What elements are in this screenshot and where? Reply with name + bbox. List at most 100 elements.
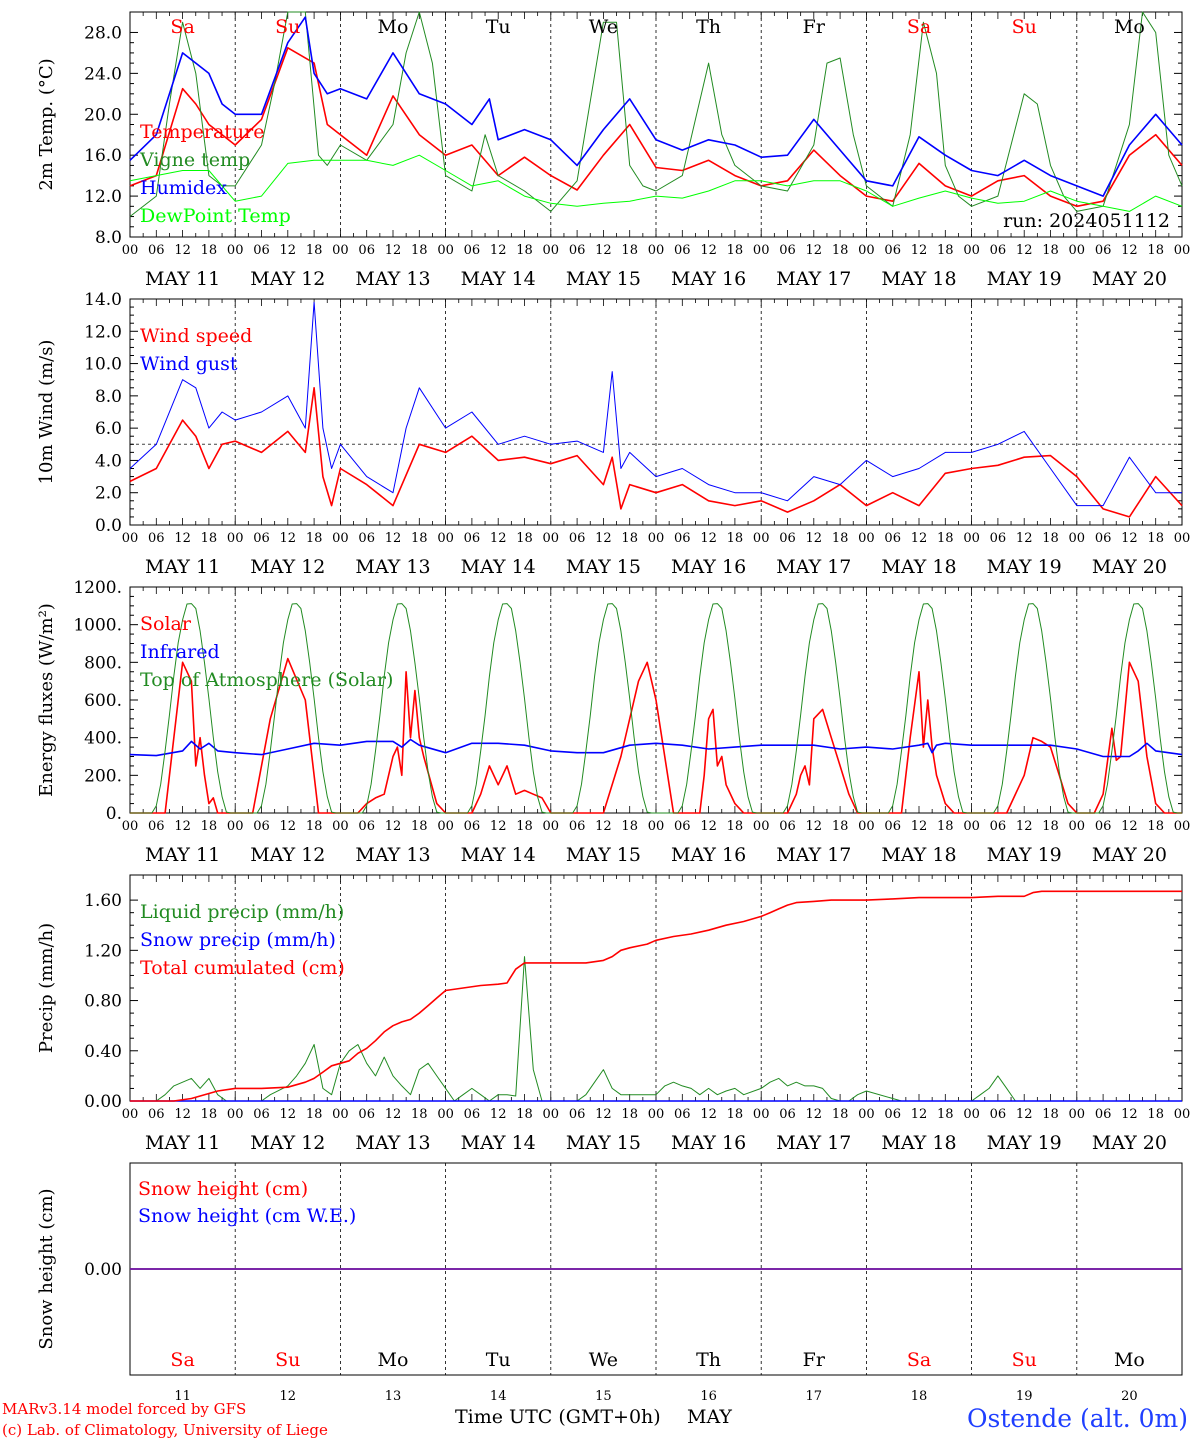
x-hour-label: 18 (621, 531, 638, 546)
y-tick-label: 200. (84, 766, 122, 786)
x-hour-label: 00 (122, 531, 139, 546)
x-hour-label: 18 (727, 243, 744, 258)
x-hour-label: 12 (595, 243, 612, 258)
x-hour-label: 00 (227, 531, 244, 546)
lab-credit: (c) Lab. of Climatology, University of L… (2, 1421, 328, 1439)
legend-entry: Snow height (cm) (138, 1178, 308, 1200)
y-tick-label: 1000. (73, 616, 122, 636)
x-hour-label: 06 (253, 243, 270, 258)
x-hour-label: 00 (227, 243, 244, 258)
x-hour-label: 06 (569, 531, 586, 546)
x-date-label: MAY 20 (1092, 1132, 1167, 1154)
x-hour-label: 18 (1042, 819, 1059, 834)
x-hour-label: 00 (648, 531, 665, 546)
x-hour-label: 12 (385, 1107, 402, 1122)
y-tick-label: 0. (106, 804, 122, 824)
x-hour-label: 12 (490, 819, 507, 834)
series-line-top-of-atmosphere-solar- (130, 603, 1182, 814)
day-number-label: 13 (385, 1389, 402, 1404)
x-hour-label: 00 (858, 819, 875, 834)
y-axis-label: Precip (mm/h) (36, 923, 57, 1053)
y-tick-label: 12.0 (84, 187, 122, 207)
x-date-label: MAY 13 (355, 268, 430, 290)
y-tick-label: 6.0 (95, 419, 122, 439)
station-name: Ostende (alt. 0m) (967, 1404, 1188, 1433)
x-date-label: MAY 16 (671, 556, 746, 578)
weekday-label: Mo (1114, 16, 1145, 38)
x-hour-label: 06 (148, 243, 165, 258)
x-hour-label: 06 (358, 531, 375, 546)
x-date-label: MAY 16 (671, 1132, 746, 1154)
x-hour-label: 06 (569, 243, 586, 258)
weekday-label: Fr (803, 1349, 826, 1371)
weekday-label: Th (696, 1349, 721, 1371)
x-hour-label: 00 (122, 819, 139, 834)
day-number-label: 17 (806, 1389, 823, 1404)
x-hour-label: 12 (1121, 531, 1138, 546)
x-hour-label: 00 (858, 243, 875, 258)
x-hour-label: 06 (884, 531, 901, 546)
x-hour-label: 06 (1095, 243, 1112, 258)
x-hour-label: 06 (464, 243, 481, 258)
x-hour-label: 12 (1121, 819, 1138, 834)
x-hour-label: 00 (648, 819, 665, 834)
x-date-label: MAY 18 (881, 1132, 956, 1154)
x-hour-label: 00 (753, 1107, 770, 1122)
x-hour-label: 06 (358, 819, 375, 834)
x-hour-label: 12 (700, 243, 717, 258)
x-hour-label: 12 (385, 819, 402, 834)
weekday-label: Tu (486, 1349, 511, 1371)
y-axis-label: 10m Wind (m/s) (36, 340, 57, 485)
x-hour-label: 00 (1069, 819, 1086, 834)
x-hour-label: 12 (700, 1107, 717, 1122)
x-hour-label: 00 (1174, 243, 1191, 258)
x-hour-label: 12 (911, 531, 928, 546)
day-number-label: 19 (1016, 1389, 1033, 1404)
y-axis-label: 2m Temp. (°C) (36, 58, 57, 190)
x-hour-label: 06 (779, 243, 796, 258)
x-date-label: MAY 16 (671, 268, 746, 290)
x-hour-label: 18 (306, 819, 323, 834)
x-hour-label: 06 (464, 531, 481, 546)
legend-entry: Humidex (140, 177, 227, 199)
x-hour-label: 06 (884, 819, 901, 834)
x-hour-label: 12 (280, 819, 297, 834)
x-hour-label: 18 (832, 531, 849, 546)
x-hour-label: 18 (1042, 531, 1059, 546)
x-hour-label: 06 (569, 819, 586, 834)
x-hour-label: 00 (437, 819, 454, 834)
x-hour-label: 12 (1016, 819, 1033, 834)
x-hour-label: 18 (727, 531, 744, 546)
x-hour-label: 00 (227, 819, 244, 834)
plot-frame (129, 11, 1183, 238)
x-hour-label: 12 (174, 531, 191, 546)
x-hour-label: 18 (201, 531, 218, 546)
x-hour-label: 12 (700, 819, 717, 834)
x-hour-label: 06 (990, 531, 1007, 546)
x-hour-label: 06 (1095, 1107, 1112, 1122)
y-tick-label: 0.00 (84, 1092, 122, 1112)
weekday-label: Su (1012, 16, 1037, 38)
weekday-label: Mo (1114, 1349, 1145, 1371)
x-hour-label: 06 (253, 819, 270, 834)
panel-3: 0. 200. 400. 600. 800. 1000. 1200. Energy fluxe… (36, 578, 1190, 866)
x-hour-label: 18 (937, 243, 954, 258)
x-hour-label: 00 (963, 1107, 980, 1122)
series-line-wind-speed (129, 387, 1183, 518)
x-date-label: MAY 14 (461, 844, 536, 866)
x-hour-label: 12 (700, 531, 717, 546)
y-tick-label: 12.0 (84, 322, 122, 342)
x-axis-label: Time UTC (GMT+0h) (455, 1406, 661, 1428)
x-hour-label: 00 (543, 531, 560, 546)
legend-entry: Top of Atmosphere (Solar) (140, 669, 393, 691)
x-hour-label: 18 (937, 819, 954, 834)
weekday-label: Fr (803, 16, 826, 38)
x-date-label: MAY 14 (461, 556, 536, 578)
x-hour-label: 18 (306, 243, 323, 258)
x-hour-label: 18 (306, 531, 323, 546)
series-line-vigne-temp (129, 11, 1183, 217)
x-hour-label: 18 (937, 1107, 954, 1122)
y-tick-label: 14.0 (84, 290, 122, 310)
y-tick-label: 0.80 (84, 992, 122, 1012)
